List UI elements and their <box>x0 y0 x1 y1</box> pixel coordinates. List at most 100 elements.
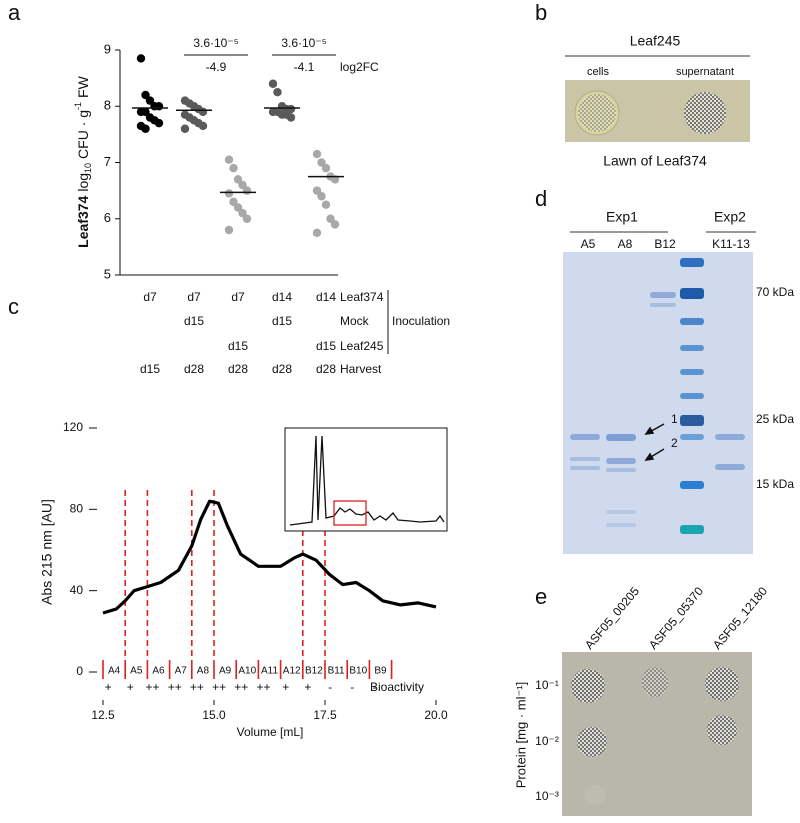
row-label: 10⁻¹ <box>535 678 559 692</box>
lane-label: B12 <box>654 237 676 251</box>
dot <box>141 107 150 117</box>
fraction-label: B9 <box>374 666 387 677</box>
arrow <box>644 423 665 461</box>
dot <box>312 228 322 238</box>
dot <box>141 90 150 100</box>
x-tick-label: 17.5 <box>313 708 337 722</box>
y-tick-label: 5 <box>104 266 111 281</box>
condition-label: Leaf245 <box>340 339 384 353</box>
condition-cell: d15 <box>228 339 248 353</box>
dot <box>224 155 234 164</box>
log2fc: -4.1 <box>294 60 315 74</box>
lane-label: K11-13 <box>712 237 750 251</box>
fraction-label: A10 <box>238 666 256 677</box>
dot <box>145 96 155 105</box>
x-tick-label: 20.0 <box>424 708 448 722</box>
p-value: 3.6·10⁻⁵ <box>193 36 238 50</box>
y-axis-label-part: log <box>75 173 91 192</box>
dot <box>317 192 326 201</box>
halo <box>684 92 726 134</box>
dot <box>198 107 208 117</box>
panel-label: b <box>535 0 547 25</box>
condition-cell: d28 <box>316 362 336 376</box>
header: Leaf245 <box>630 33 681 49</box>
panel-label: d <box>535 186 547 211</box>
column-label: cells <box>587 66 610 78</box>
dot <box>268 79 278 88</box>
log2fc: -4.9 <box>206 60 227 74</box>
dot <box>233 203 243 212</box>
column-label: ASF05_00205 <box>582 584 642 652</box>
column-label: ASF05_12180 <box>710 584 770 652</box>
fraction-label: A11 <box>261 666 278 677</box>
group-label: Exp2 <box>714 209 746 225</box>
row-label: 10⁻³ <box>535 789 559 803</box>
condition-cell: d15 <box>184 314 204 328</box>
y-tick-label: 9 <box>104 41 111 56</box>
condition-cell: d15 <box>272 314 292 328</box>
y-tick-label: 7 <box>104 154 111 169</box>
dot <box>273 87 282 97</box>
fraction-label: A6 <box>152 666 165 677</box>
lane-label: A8 <box>618 237 633 251</box>
dot <box>242 214 252 223</box>
y-axis-label: Leaf374 log10 CFU · g-1 FW <box>73 75 93 247</box>
column-label: supernatant <box>676 66 734 78</box>
bioactivity: ++ <box>190 680 204 694</box>
y-tick-label: 0 <box>76 664 83 678</box>
y-axis-label-part: 10 <box>83 163 93 173</box>
dot <box>141 124 150 133</box>
dot <box>238 208 247 218</box>
x-tick-label: 12.5 <box>91 708 115 722</box>
condition-label: Mock <box>340 314 370 328</box>
fraction-label: A4 <box>108 666 121 677</box>
column-label: ASF05_05370 <box>646 584 706 652</box>
spots <box>571 667 739 805</box>
dot <box>286 113 296 122</box>
x-tick-label: 15.0 <box>202 708 226 722</box>
dot <box>317 158 326 167</box>
bioactivity: + <box>282 680 289 694</box>
condition-cell: d7 <box>231 290 245 304</box>
condition-cell: d14 <box>316 290 336 304</box>
y-tick-label: 120 <box>63 420 83 434</box>
y-axis-label-part: Leaf374 <box>75 195 91 247</box>
dot <box>154 102 164 111</box>
fraction-label: A12 <box>283 666 301 677</box>
fraction-label: B12 <box>305 666 323 677</box>
panel-label: e <box>535 584 547 609</box>
caption: Lawn of Leaf374 <box>603 153 707 169</box>
condition-cell: d15 <box>316 339 336 353</box>
condition-cell: d15 <box>140 362 160 376</box>
dot <box>312 186 322 195</box>
gel <box>563 252 753 554</box>
y-tick-label: 80 <box>70 502 84 516</box>
line <box>102 499 437 615</box>
dot <box>312 149 322 159</box>
condition-cell: d14 <box>272 290 292 304</box>
arrow-label: 2 <box>671 436 678 450</box>
dot <box>330 220 340 229</box>
panel-label: a <box>8 0 21 25</box>
condition-cell: d7 <box>143 290 157 304</box>
bioactivity: - <box>350 680 354 694</box>
bioactivity: - <box>373 680 377 694</box>
bioactivity-label: Bioactivity <box>370 680 424 694</box>
y-axis-label: Abs 215 nm [AU] <box>39 499 55 605</box>
condition-cell: d28 <box>228 362 248 376</box>
group-label: Exp1 <box>606 209 638 225</box>
bioactivity: + <box>304 680 311 694</box>
arrow-label: 1 <box>671 412 678 426</box>
dot <box>198 121 208 131</box>
y-axis-label: Protein [mg · ml⁻¹] <box>513 682 528 789</box>
condition-group-label: Inoculation <box>392 314 450 328</box>
y-tick-label: 8 <box>104 98 111 113</box>
marker-label: 25 kDa <box>756 412 794 426</box>
fraction-label: B10 <box>349 666 367 677</box>
bioactivity: + <box>105 680 112 694</box>
condition-cell: d28 <box>184 362 204 376</box>
dot <box>180 124 190 133</box>
marker-label: 70 kDa <box>756 285 794 299</box>
fraction-label: A8 <box>197 666 210 677</box>
